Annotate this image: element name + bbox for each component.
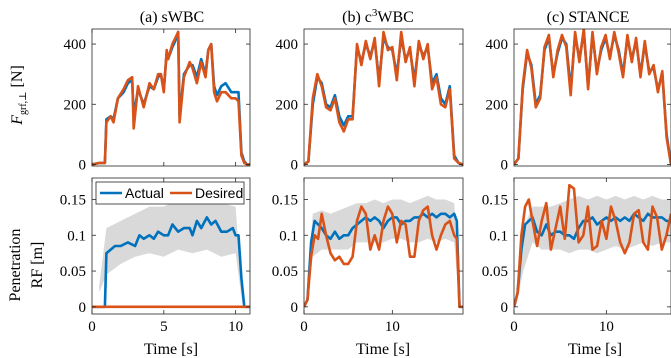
legend-desired-label: Desired	[195, 185, 243, 201]
axes-frame	[513, 28, 671, 167]
title-b-superscript: 3	[372, 7, 378, 19]
ytick-label: 400	[276, 37, 299, 53]
ytick-label: 200	[486, 97, 509, 113]
axes-frame	[513, 177, 671, 315]
series-desired	[304, 205, 463, 309]
ytick-label: 0.05	[482, 264, 508, 280]
ytick-label: 0.15	[60, 192, 86, 208]
ylabel-top: Fgrf,⊥ [N]	[9, 65, 29, 126]
ytick-label: 0	[79, 300, 87, 316]
panel-bottom-b: 0 0.05 0.1 0.15 0 10	[272, 177, 464, 335]
axes-frame	[91, 177, 251, 315]
ytick-label: 400	[486, 37, 509, 53]
title-b: (b) c3WBC	[342, 7, 414, 26]
xtick-label: 10	[599, 319, 614, 335]
panel-top-b: 0 200 400	[276, 28, 464, 173]
legend: Actual Desired	[95, 181, 245, 205]
series-desired	[514, 183, 671, 308]
panel-top-a: 0 200 400	[64, 28, 251, 173]
ytick-label: 0	[291, 300, 299, 316]
ytick-label: 0	[501, 300, 509, 316]
series-desired	[514, 29, 671, 166]
ytick-label: 0	[79, 157, 87, 173]
ylabel-bottom-line1: Penetration	[7, 229, 24, 302]
xlabel-a: Time [s]	[144, 341, 198, 358]
ytick-label: 200	[276, 97, 299, 113]
axes-frame	[91, 28, 251, 167]
ytick-label: 0.1	[67, 228, 86, 244]
xtick-label: 10	[385, 319, 400, 335]
ytick-label: 0	[501, 157, 509, 173]
ytick-label: 0.05	[60, 264, 86, 280]
ylabel-bottom: Penetration RF [m]	[7, 229, 46, 302]
panel-bottom-c: 0 0.05 0.1 0.15 0 10	[482, 177, 671, 335]
xlabel-b: Time [s]	[356, 341, 410, 358]
axes-frame	[303, 177, 464, 315]
ytick-label: 0.05	[272, 264, 298, 280]
ylabel-top-main: F	[9, 115, 26, 126]
xtick-label: 0	[510, 319, 518, 335]
xtick-label: 0	[300, 319, 308, 335]
legend-actual-label: Actual	[125, 185, 164, 201]
ytick-label: 0.15	[482, 192, 508, 208]
uncertainty-band	[306, 195, 460, 307]
title-a: (a) sWBC	[140, 9, 204, 26]
title-c: (c) STANCE	[547, 9, 630, 26]
series-desired	[92, 30, 250, 166]
xtick-label: 5	[160, 319, 168, 335]
ylabel-bottom-line2: RF [m]	[29, 242, 46, 289]
title-b-suffix: WBC	[377, 9, 413, 26]
axes-frame	[303, 28, 464, 167]
ylabel-top-sub: grf,⊥	[18, 91, 29, 115]
xtick-label: 0	[88, 319, 96, 335]
xtick-label: 10	[228, 319, 243, 335]
ytick-label: 200	[64, 97, 87, 113]
xlabel-c: Time [s]	[568, 341, 622, 358]
title-b-prefix: (b) c	[342, 9, 372, 26]
ytick-label: 0.15	[272, 192, 298, 208]
panel-top-c: 0 200 400	[486, 28, 671, 173]
ylabel-top-unit: [N]	[9, 65, 26, 87]
ytick-label: 0	[291, 157, 299, 173]
ytick-label: 400	[64, 37, 87, 53]
series-desired	[304, 30, 463, 166]
svg-text:Fgrf,⊥[N]: Fgrf,⊥ [N]	[9, 65, 29, 126]
ytick-label: 0.1	[279, 228, 298, 244]
plot-area	[304, 29, 463, 166]
series-actual	[92, 216, 250, 309]
ytick-label: 0.1	[489, 228, 508, 244]
